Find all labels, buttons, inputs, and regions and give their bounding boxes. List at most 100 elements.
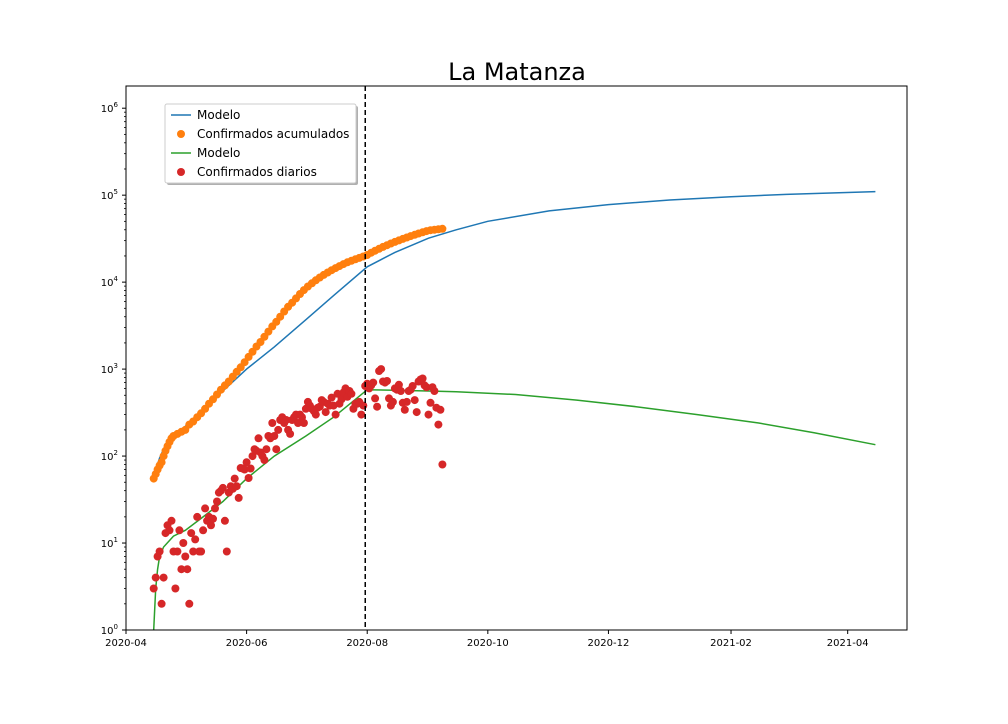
series-3-point — [270, 432, 279, 440]
series-3-point — [331, 410, 340, 419]
series-3-point — [369, 378, 378, 387]
series-3-point — [321, 408, 330, 417]
series-3-point — [155, 547, 164, 556]
series-3-point — [359, 401, 368, 410]
legend-label: Modelo — [197, 108, 240, 122]
chart-title: La Matanza — [448, 58, 586, 86]
y-tick-label: 103 — [101, 362, 118, 376]
series-3-point — [400, 405, 409, 414]
series-3-point — [394, 380, 403, 389]
series-3-point — [274, 425, 283, 434]
x-tick-label: 2020-12 — [588, 638, 630, 649]
series-3-point — [377, 365, 386, 374]
series-3-point — [244, 474, 253, 482]
series-3-point — [183, 565, 192, 574]
x-tick-label: 2021-02 — [710, 638, 752, 649]
series-3-point — [272, 445, 281, 454]
series-3-point — [418, 374, 427, 383]
series-3-point — [240, 465, 249, 474]
series-3-point — [149, 584, 158, 593]
series-3-point — [199, 526, 208, 535]
series-3-point — [286, 429, 295, 438]
series-3-point — [371, 394, 380, 403]
legend-box — [164, 103, 357, 184]
series-3-point — [173, 547, 182, 556]
series-3-point — [222, 547, 231, 556]
series-3-point — [191, 535, 200, 544]
series-3-point — [299, 419, 308, 427]
x-tick-label: 2020-10 — [467, 638, 509, 649]
series-3-point — [179, 539, 188, 547]
series-3-point — [197, 547, 206, 556]
series-3-point — [213, 497, 221, 506]
y-tick-label: 100 — [101, 623, 118, 637]
series-3-point — [193, 512, 202, 521]
legend-label: Confirmados diarios — [197, 165, 317, 179]
series-3-point — [207, 521, 215, 530]
series-3-point — [177, 565, 186, 574]
y-tick-label: 105 — [101, 188, 118, 202]
series-3-point — [282, 416, 291, 424]
series-3-point — [201, 504, 210, 513]
x-tick-label: 2020-06 — [226, 638, 268, 649]
series-3-point — [232, 482, 241, 491]
series-3-point — [260, 456, 269, 464]
series-3-point — [402, 397, 411, 406]
series-3-point — [209, 514, 217, 523]
series-1-point — [157, 458, 166, 467]
series-3-point — [211, 504, 219, 513]
series-3-point — [157, 599, 166, 608]
series-line-2 — [152, 388, 876, 630]
series-3-point — [383, 377, 391, 385]
series-3-point — [347, 389, 356, 398]
y-tick-label: 101 — [101, 536, 118, 550]
series-1-point — [438, 224, 447, 233]
series-3-point — [189, 547, 198, 556]
series-3-point — [268, 419, 277, 427]
x-tick-label: 2021-04 — [827, 638, 869, 649]
series-3-point — [357, 410, 366, 419]
series-3-point — [220, 516, 229, 525]
series-3-point — [422, 383, 431, 392]
y-tick-label: 102 — [101, 449, 118, 463]
x-tick-label: 2020-04 — [105, 638, 147, 649]
series-3-point — [373, 402, 382, 411]
series-3-point — [159, 573, 168, 582]
series-3-point — [262, 445, 271, 454]
series-3-point — [218, 483, 227, 492]
legend-label: Confirmados acumulados — [197, 127, 349, 141]
series-3-point — [430, 387, 439, 395]
legend: Modelo Confirmados acumulados Modelo Confir… — [164, 103, 358, 185]
legend-point-marker — [177, 168, 185, 176]
legend-point-marker — [177, 130, 185, 138]
series-3-point — [424, 410, 433, 419]
series-3-point — [436, 405, 445, 414]
series-3-point — [242, 458, 251, 467]
series-3-point — [167, 516, 176, 525]
series-3-point — [426, 398, 435, 407]
series-3-point — [311, 410, 320, 419]
y-tick-label: 104 — [101, 275, 119, 289]
series-3-point — [408, 382, 417, 390]
series-3-point — [175, 526, 184, 535]
series-3-point — [165, 526, 174, 535]
series-3-point — [434, 420, 443, 429]
series-3-point — [171, 584, 180, 593]
series-3-point — [254, 434, 263, 443]
legend-label: Modelo — [197, 146, 240, 160]
series-3-point — [246, 464, 255, 473]
series-3-point — [181, 552, 190, 561]
series-3-point — [327, 393, 336, 402]
series-3-point — [230, 474, 239, 483]
series-3-point — [410, 396, 419, 405]
axes: 2020-04 2020-06 2020-08 2020-10 2020-12 2021-… — [101, 101, 869, 649]
series-3-point — [294, 419, 302, 427]
series-3-point — [438, 460, 447, 469]
series-3-point — [412, 408, 421, 417]
series-3-point — [151, 573, 160, 582]
plot-frame — [125, 85, 908, 631]
series-3-point — [187, 529, 196, 538]
